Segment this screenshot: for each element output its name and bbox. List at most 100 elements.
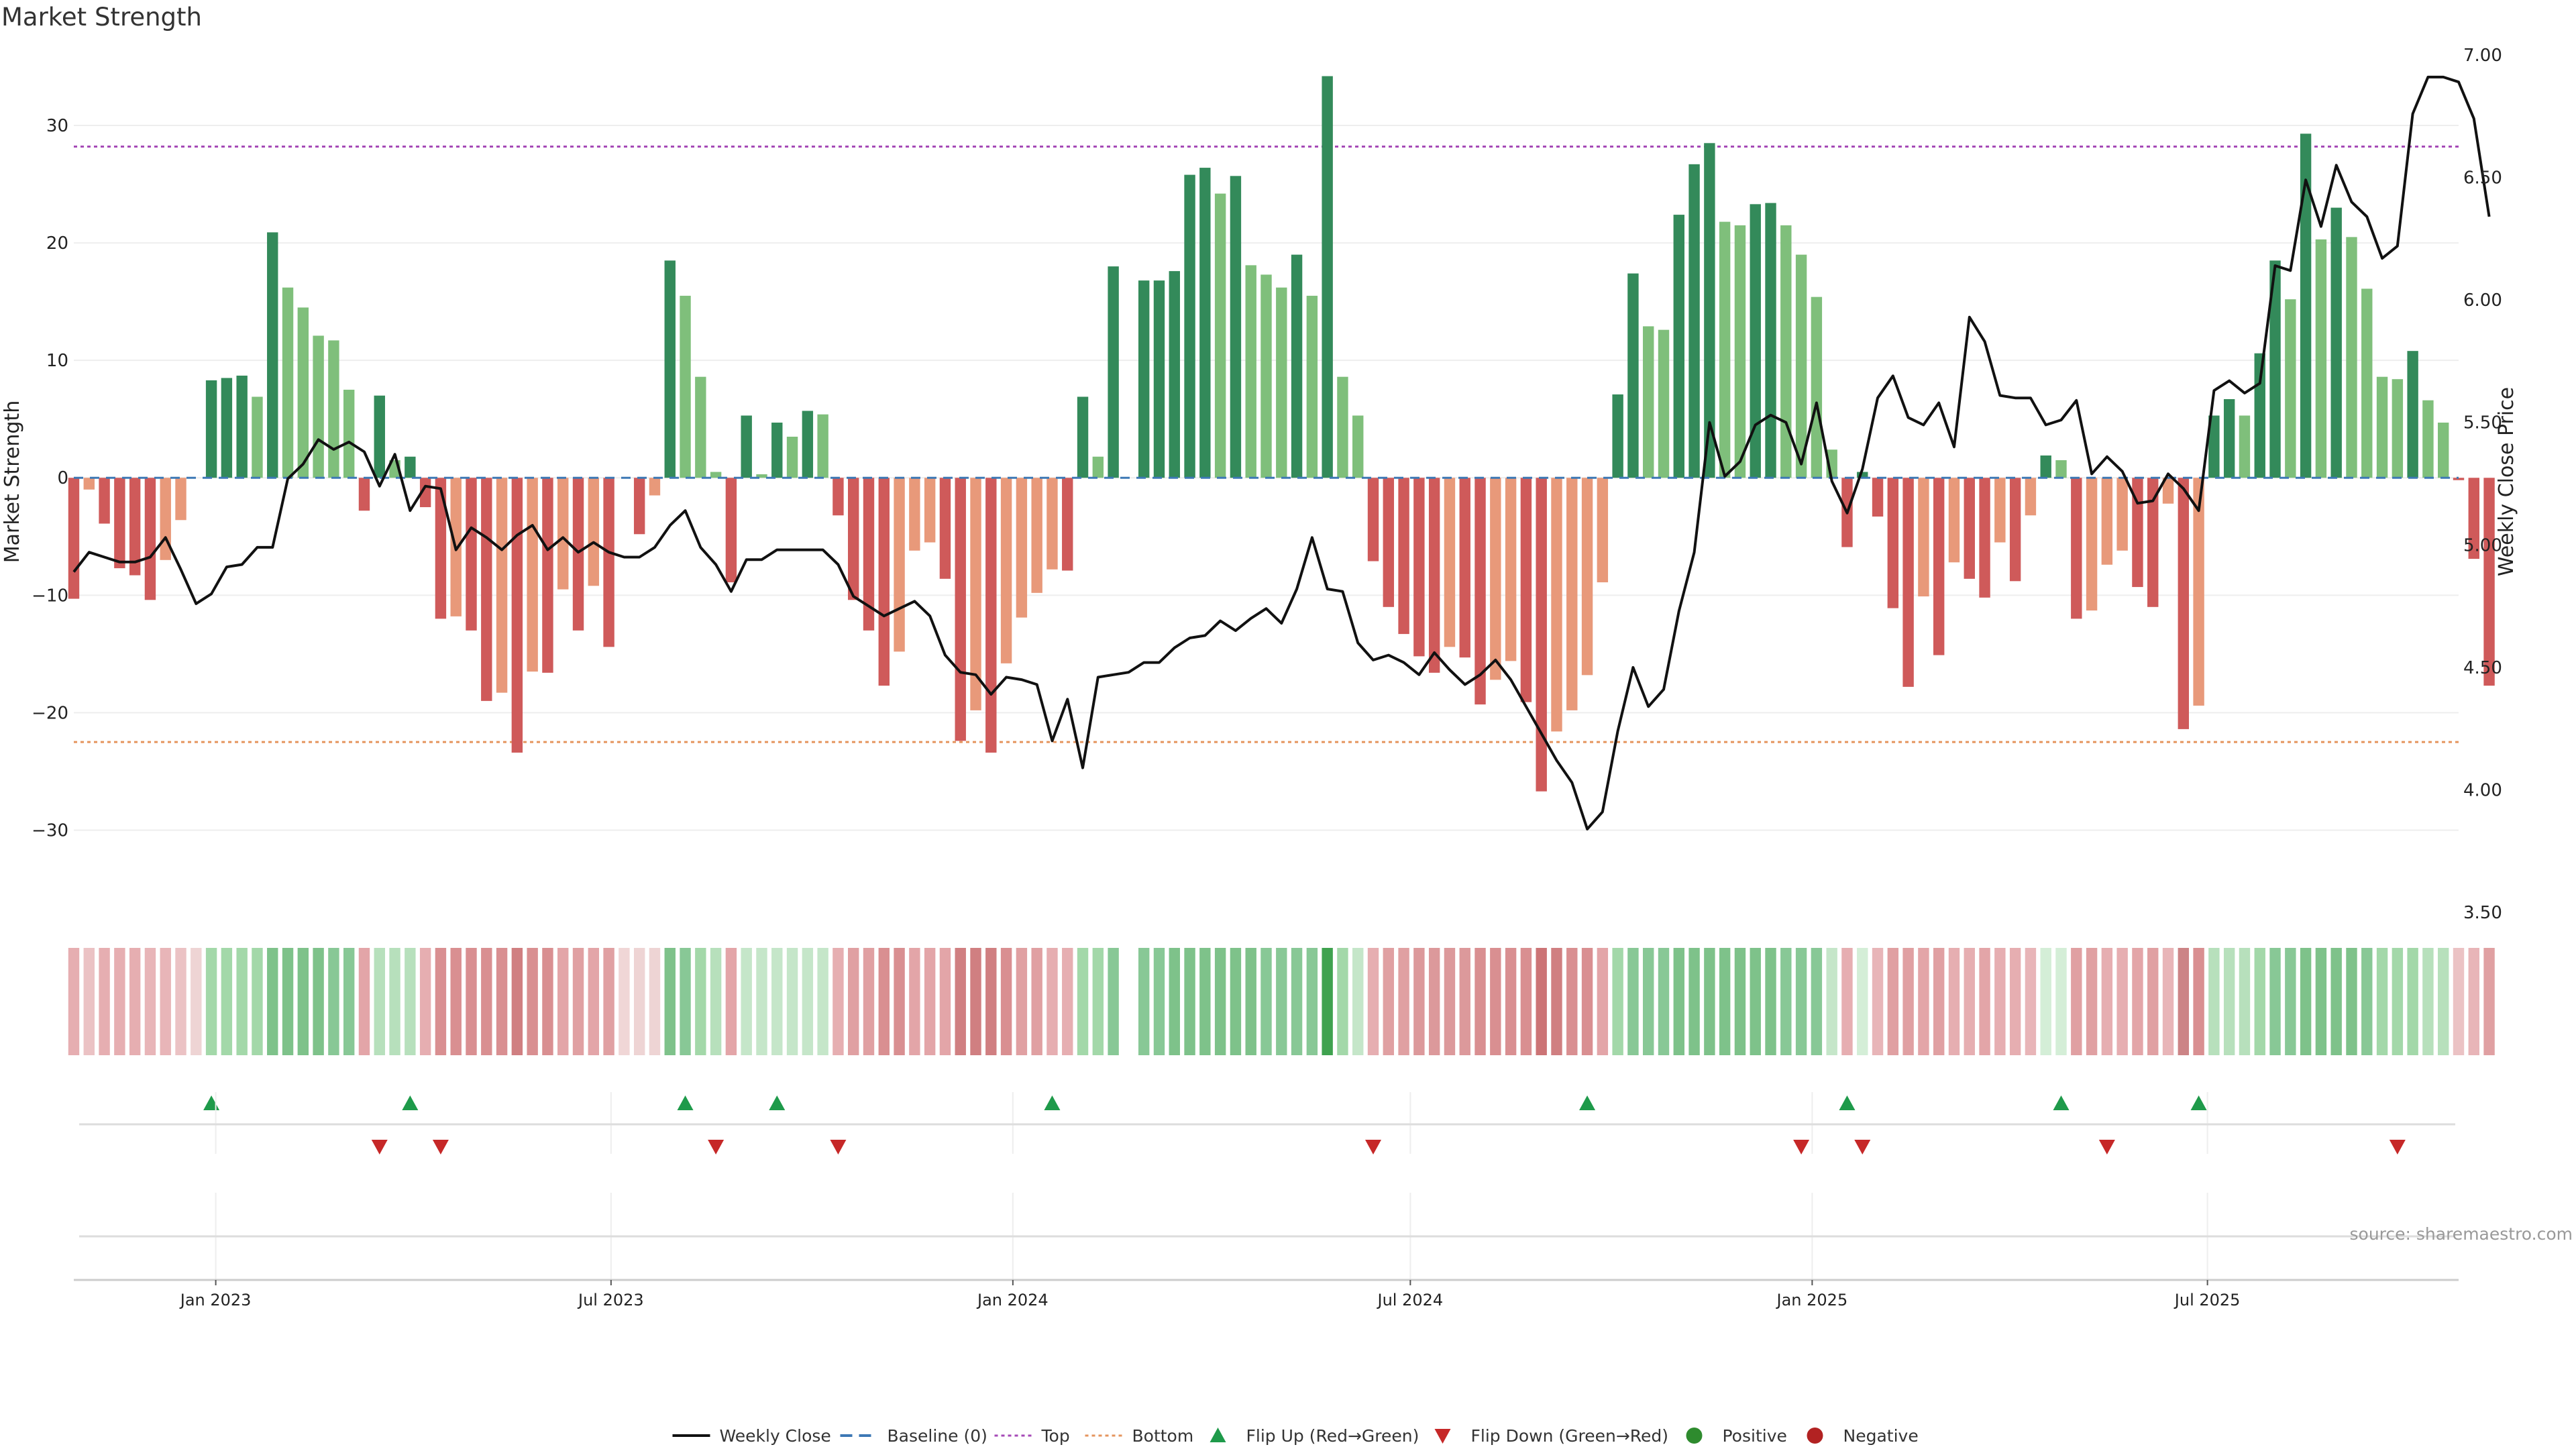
strip-cell xyxy=(1597,948,1609,1055)
strip-cell xyxy=(1291,948,1303,1055)
strip-cell xyxy=(588,948,600,1055)
strength-bar xyxy=(2223,398,2235,478)
strip-cell xyxy=(1031,948,1042,1055)
strength-bar xyxy=(2116,478,2128,551)
strength-bar xyxy=(2407,351,2418,478)
strip-cell xyxy=(2116,948,2128,1055)
strip-cell xyxy=(1306,948,1318,1055)
strength-bar xyxy=(1688,164,1700,478)
strength-bar xyxy=(1169,271,1180,478)
strength-bar xyxy=(1872,478,1884,517)
date-tick-label: Jul 2024 xyxy=(1377,1291,1444,1309)
strip-cell xyxy=(1948,948,1960,1055)
flip-up-marker xyxy=(2053,1095,2070,1110)
strip-cell xyxy=(221,948,233,1055)
strip-cell xyxy=(389,948,400,1055)
legend-item-flip_up: Flip Up (Red→Green) xyxy=(1210,1426,1419,1446)
strength-bar xyxy=(680,295,691,478)
strength-bar xyxy=(1184,174,1195,478)
y-tick-label: −30 xyxy=(32,820,68,841)
strength-bar xyxy=(2483,478,2495,686)
strength-bar xyxy=(2193,478,2204,706)
strength-bar xyxy=(2025,478,2037,516)
strength-bar xyxy=(374,395,385,478)
strip-cell xyxy=(1459,948,1470,1055)
strength-bar xyxy=(2346,237,2357,478)
strength-bar xyxy=(1857,472,1868,478)
strength-bar xyxy=(1964,478,1975,579)
strip-cell xyxy=(1383,948,1395,1055)
strip-cell xyxy=(1337,948,1348,1055)
strip-cell xyxy=(1811,948,1823,1055)
flip-down-marker xyxy=(432,1140,449,1155)
strength-bar xyxy=(1046,478,1058,570)
strip-cell xyxy=(695,948,706,1055)
strip-cell xyxy=(511,948,523,1055)
strip-cell xyxy=(160,948,171,1055)
strength-bar xyxy=(405,456,416,478)
strength-bar xyxy=(328,340,339,478)
strip-cell xyxy=(1169,948,1180,1055)
strength-bar xyxy=(1811,297,1823,478)
strip-cell xyxy=(144,948,156,1055)
strength-bar xyxy=(83,478,95,490)
strength-bar xyxy=(710,472,722,478)
flip-down-marker xyxy=(708,1140,724,1155)
strength-bar xyxy=(1948,478,1960,563)
strength-bar xyxy=(1994,478,2006,543)
y2-tick-label: 4.50 xyxy=(2463,658,2502,678)
strip-cell xyxy=(435,948,447,1055)
strip-cell xyxy=(557,948,569,1055)
source-label: source: sharemaestro.com xyxy=(2350,1224,2573,1244)
flip-down-marker xyxy=(1854,1140,1871,1155)
strength-bar xyxy=(588,478,600,586)
legend-label: Weekly Close xyxy=(720,1426,831,1446)
strength-bar xyxy=(466,478,477,631)
legend-item-top: Top xyxy=(994,1426,1070,1446)
strength-bar xyxy=(1902,478,1914,687)
legend-item-flip_down: Flip Down (Green→Red) xyxy=(1434,1426,1668,1446)
strip-cell xyxy=(1979,948,1990,1055)
strip-cell xyxy=(1230,948,1242,1055)
strip-cell xyxy=(1413,948,1425,1055)
strip-cell xyxy=(313,948,324,1055)
strip-cell xyxy=(2468,948,2479,1055)
strength-bar xyxy=(2438,422,2449,478)
date-tick-label: Jan 2025 xyxy=(1776,1291,1848,1309)
strip-cell xyxy=(114,948,125,1055)
strip-cell xyxy=(1627,948,1639,1055)
strip-cell xyxy=(252,948,263,1055)
strength-bar xyxy=(695,376,706,478)
strength-bar xyxy=(419,478,431,508)
strength-bar xyxy=(1933,478,1945,655)
strength-bar xyxy=(1276,287,1287,478)
strip-cell xyxy=(1734,948,1746,1055)
strip-cell xyxy=(2269,948,2281,1055)
strip-cell xyxy=(2025,948,2037,1055)
weekly-close-series xyxy=(72,75,2491,830)
strength-bar xyxy=(1474,478,1486,705)
strength-bar xyxy=(1750,204,1761,478)
strip-cell xyxy=(1428,948,1440,1055)
strip-cell xyxy=(1994,948,2006,1055)
strength-bar xyxy=(939,478,951,579)
strip-cell xyxy=(863,948,875,1055)
flip-down-marker xyxy=(1365,1140,1382,1155)
strength-bar xyxy=(1000,478,1012,663)
strength-bar xyxy=(771,422,783,478)
strip-cell xyxy=(725,948,737,1055)
strength-bar xyxy=(2208,415,2220,478)
strip-cell xyxy=(1490,948,1501,1055)
strip-cell xyxy=(1184,948,1195,1055)
strength-bar xyxy=(1322,76,1333,478)
strength-bar xyxy=(1551,478,1562,732)
strength-bar xyxy=(2239,415,2251,478)
strength-heat-strip xyxy=(68,948,2495,1055)
strip-cell xyxy=(2193,948,2204,1055)
strip-cell xyxy=(542,948,553,1055)
strength-bar xyxy=(955,478,966,741)
legend-item-baseline: Baseline (0) xyxy=(840,1426,987,1446)
date-axis-ticks: Jan 2023 Jul 2023 Jan 2024 Jul 2024 Jan 2025… xyxy=(179,1280,2240,1309)
strip-cell xyxy=(1658,948,1670,1055)
strength-bar xyxy=(1108,266,1119,478)
